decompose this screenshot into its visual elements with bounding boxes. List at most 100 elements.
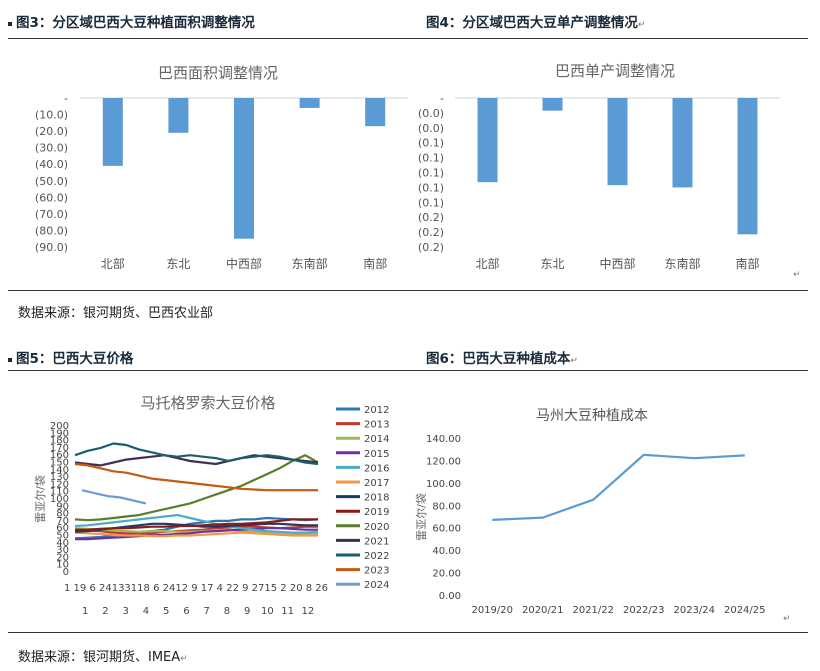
bullet-icon xyxy=(8,22,12,26)
x-month-label: 4 xyxy=(143,606,149,617)
x-month-label: 1 xyxy=(82,606,88,617)
y-tick-label: 120.00 xyxy=(426,456,461,467)
series-line xyxy=(74,514,319,534)
x-month-label: 3 xyxy=(122,606,128,617)
x-month-label: 11 xyxy=(281,606,294,617)
y-tick-label: 40.00 xyxy=(432,546,461,557)
x-month-label: 8 xyxy=(224,606,230,617)
x-category-label: 东南部 xyxy=(292,256,328,271)
y-tick-label: 50 xyxy=(56,531,69,542)
series-line xyxy=(74,531,318,538)
x-month-label: 9 xyxy=(244,606,250,617)
fig4-title: 图4：分区域巴西大豆单产调整情况↵ xyxy=(426,11,645,31)
y-tick-label: (90.0) xyxy=(35,241,68,254)
x-category-label: 2023/24 xyxy=(673,605,715,616)
series-line xyxy=(81,489,147,505)
x-category-label: 中西部 xyxy=(226,256,262,271)
y-tick-label: (20.0) xyxy=(35,125,68,138)
legend-label: 2018 xyxy=(364,493,389,504)
fig5-title-text: 图5：巴西大豆价格 xyxy=(16,351,134,367)
bullet-icon xyxy=(8,358,12,362)
legend-label: 2021 xyxy=(364,536,389,547)
y-tick-label: 0.00 xyxy=(439,591,461,602)
y-tick-label: (0.1) xyxy=(418,137,444,150)
y-tick-label: (0.2) xyxy=(418,226,444,239)
y-tick-label: 70 xyxy=(56,516,69,527)
x-category-label: 2019/20 xyxy=(471,605,513,616)
y-tick-label: 160 xyxy=(50,450,69,461)
x-category-label: 2022/23 xyxy=(623,605,665,616)
bar xyxy=(477,98,498,183)
bar xyxy=(102,98,123,166)
y-tick-label: 140 xyxy=(50,465,69,476)
x-category-label: 东北 xyxy=(540,257,564,271)
y-tick-label: (60.0) xyxy=(35,191,68,204)
y-tick-label: 110 xyxy=(50,487,69,498)
y-tick-label: 100.00 xyxy=(426,479,461,490)
y-tick-label: 40 xyxy=(56,538,69,549)
fig3-title: 图3：分区域巴西大豆种植面积调整情况 xyxy=(8,11,255,31)
chart-title: 马州大豆种植成本 xyxy=(536,408,648,424)
y-tick-label: 200 xyxy=(50,421,69,432)
y-tick-label: 100 xyxy=(50,494,69,505)
bar xyxy=(299,98,320,108)
y-tick-label: 140.00 xyxy=(426,434,461,445)
return-mark: ↵ xyxy=(783,614,791,624)
legend-label: 2017 xyxy=(364,478,389,489)
y-tick-label: 0 xyxy=(63,567,69,578)
y-tick-label: (30.0) xyxy=(35,142,68,155)
y-tick-label: (0.0) xyxy=(418,122,444,135)
y-tick-label: 20 xyxy=(56,552,69,563)
legend-label: 2023 xyxy=(364,566,389,577)
bar xyxy=(542,98,563,111)
legend-label: 2012 xyxy=(364,405,389,416)
series-line xyxy=(75,527,318,541)
y-tick-label: 120 xyxy=(50,479,69,490)
fig6-title-text: 图6：巴西大豆种植成本 xyxy=(426,351,571,367)
x-category-label: 东南部 xyxy=(664,256,700,271)
y-tick-label: (0.1) xyxy=(418,152,444,165)
y-tick-label: (0.1) xyxy=(418,167,444,180)
y-tick-label: 180 xyxy=(50,436,69,447)
y-tick-label: (0.1) xyxy=(418,196,444,209)
y-axis-label: 雷亚尔/袋 xyxy=(414,493,428,541)
y-tick-label: 190 xyxy=(50,428,69,439)
y-tick-label: - xyxy=(64,92,68,105)
cost-line-chart: 马州大豆种植成本 0.00 20.00 40.00 60.00 80.00 100.00 12… xyxy=(414,408,766,616)
x-month-label: 6 xyxy=(183,606,189,617)
y-tick-label: (10.0) xyxy=(35,109,68,122)
x-category-label: 中西部 xyxy=(599,256,635,271)
legend-label: 2016 xyxy=(364,463,389,474)
x-month-label: 12 xyxy=(302,606,315,617)
y-tick-label: 80 xyxy=(56,509,69,520)
return-mark: ↵ xyxy=(637,20,646,30)
source-bottom-text: 数据来源：银河期货、IMEA xyxy=(18,650,181,665)
chart-title: 巴西单产调整情况 xyxy=(555,62,675,80)
source-top: 数据来源：银河期货、巴西农业部 xyxy=(18,306,214,321)
legend-label: 2019 xyxy=(364,507,389,518)
series-line xyxy=(75,518,318,531)
series-line xyxy=(74,442,319,466)
area-bar-chart: 巴西面积调整情况 - (10.0) (20.0) (30.0) (40.0) (50.0) (… xyxy=(35,64,408,271)
y-tick-label: (80.0) xyxy=(35,224,68,237)
x-category-label: 北部 xyxy=(101,256,125,271)
y-tick-label: 60.00 xyxy=(432,524,461,535)
y-axis-label: 雷亚尔/袋 xyxy=(33,475,47,523)
x-category-label: 东北 xyxy=(166,257,190,271)
legend-label: 2014 xyxy=(364,434,389,445)
y-tick-label: 30 xyxy=(56,545,69,556)
y-tick-label: (40.0) xyxy=(35,158,68,171)
yield-bar-chart: 巴西单产调整情况-(0.0)(0.0)(0.1)(0.1)(0.1)(0.1)(… xyxy=(418,62,780,271)
series-line xyxy=(74,454,319,522)
bar xyxy=(672,98,693,188)
bottom-rule xyxy=(8,632,808,633)
y-tick-label: 80.00 xyxy=(432,501,461,512)
y-tick-label: (0.0) xyxy=(418,107,444,120)
legend-label: 2020 xyxy=(364,522,389,533)
legend-label: 2022 xyxy=(364,551,389,562)
x-tick-labels-top: 1 19 6 24133118 6 2412 9 17 4 22 9 2715 … xyxy=(64,583,328,594)
legend-label: 2015 xyxy=(364,449,389,460)
y-tick-label: (0.2) xyxy=(418,211,444,224)
x-category-label: 2020/21 xyxy=(522,605,564,616)
top-rule xyxy=(8,38,808,39)
